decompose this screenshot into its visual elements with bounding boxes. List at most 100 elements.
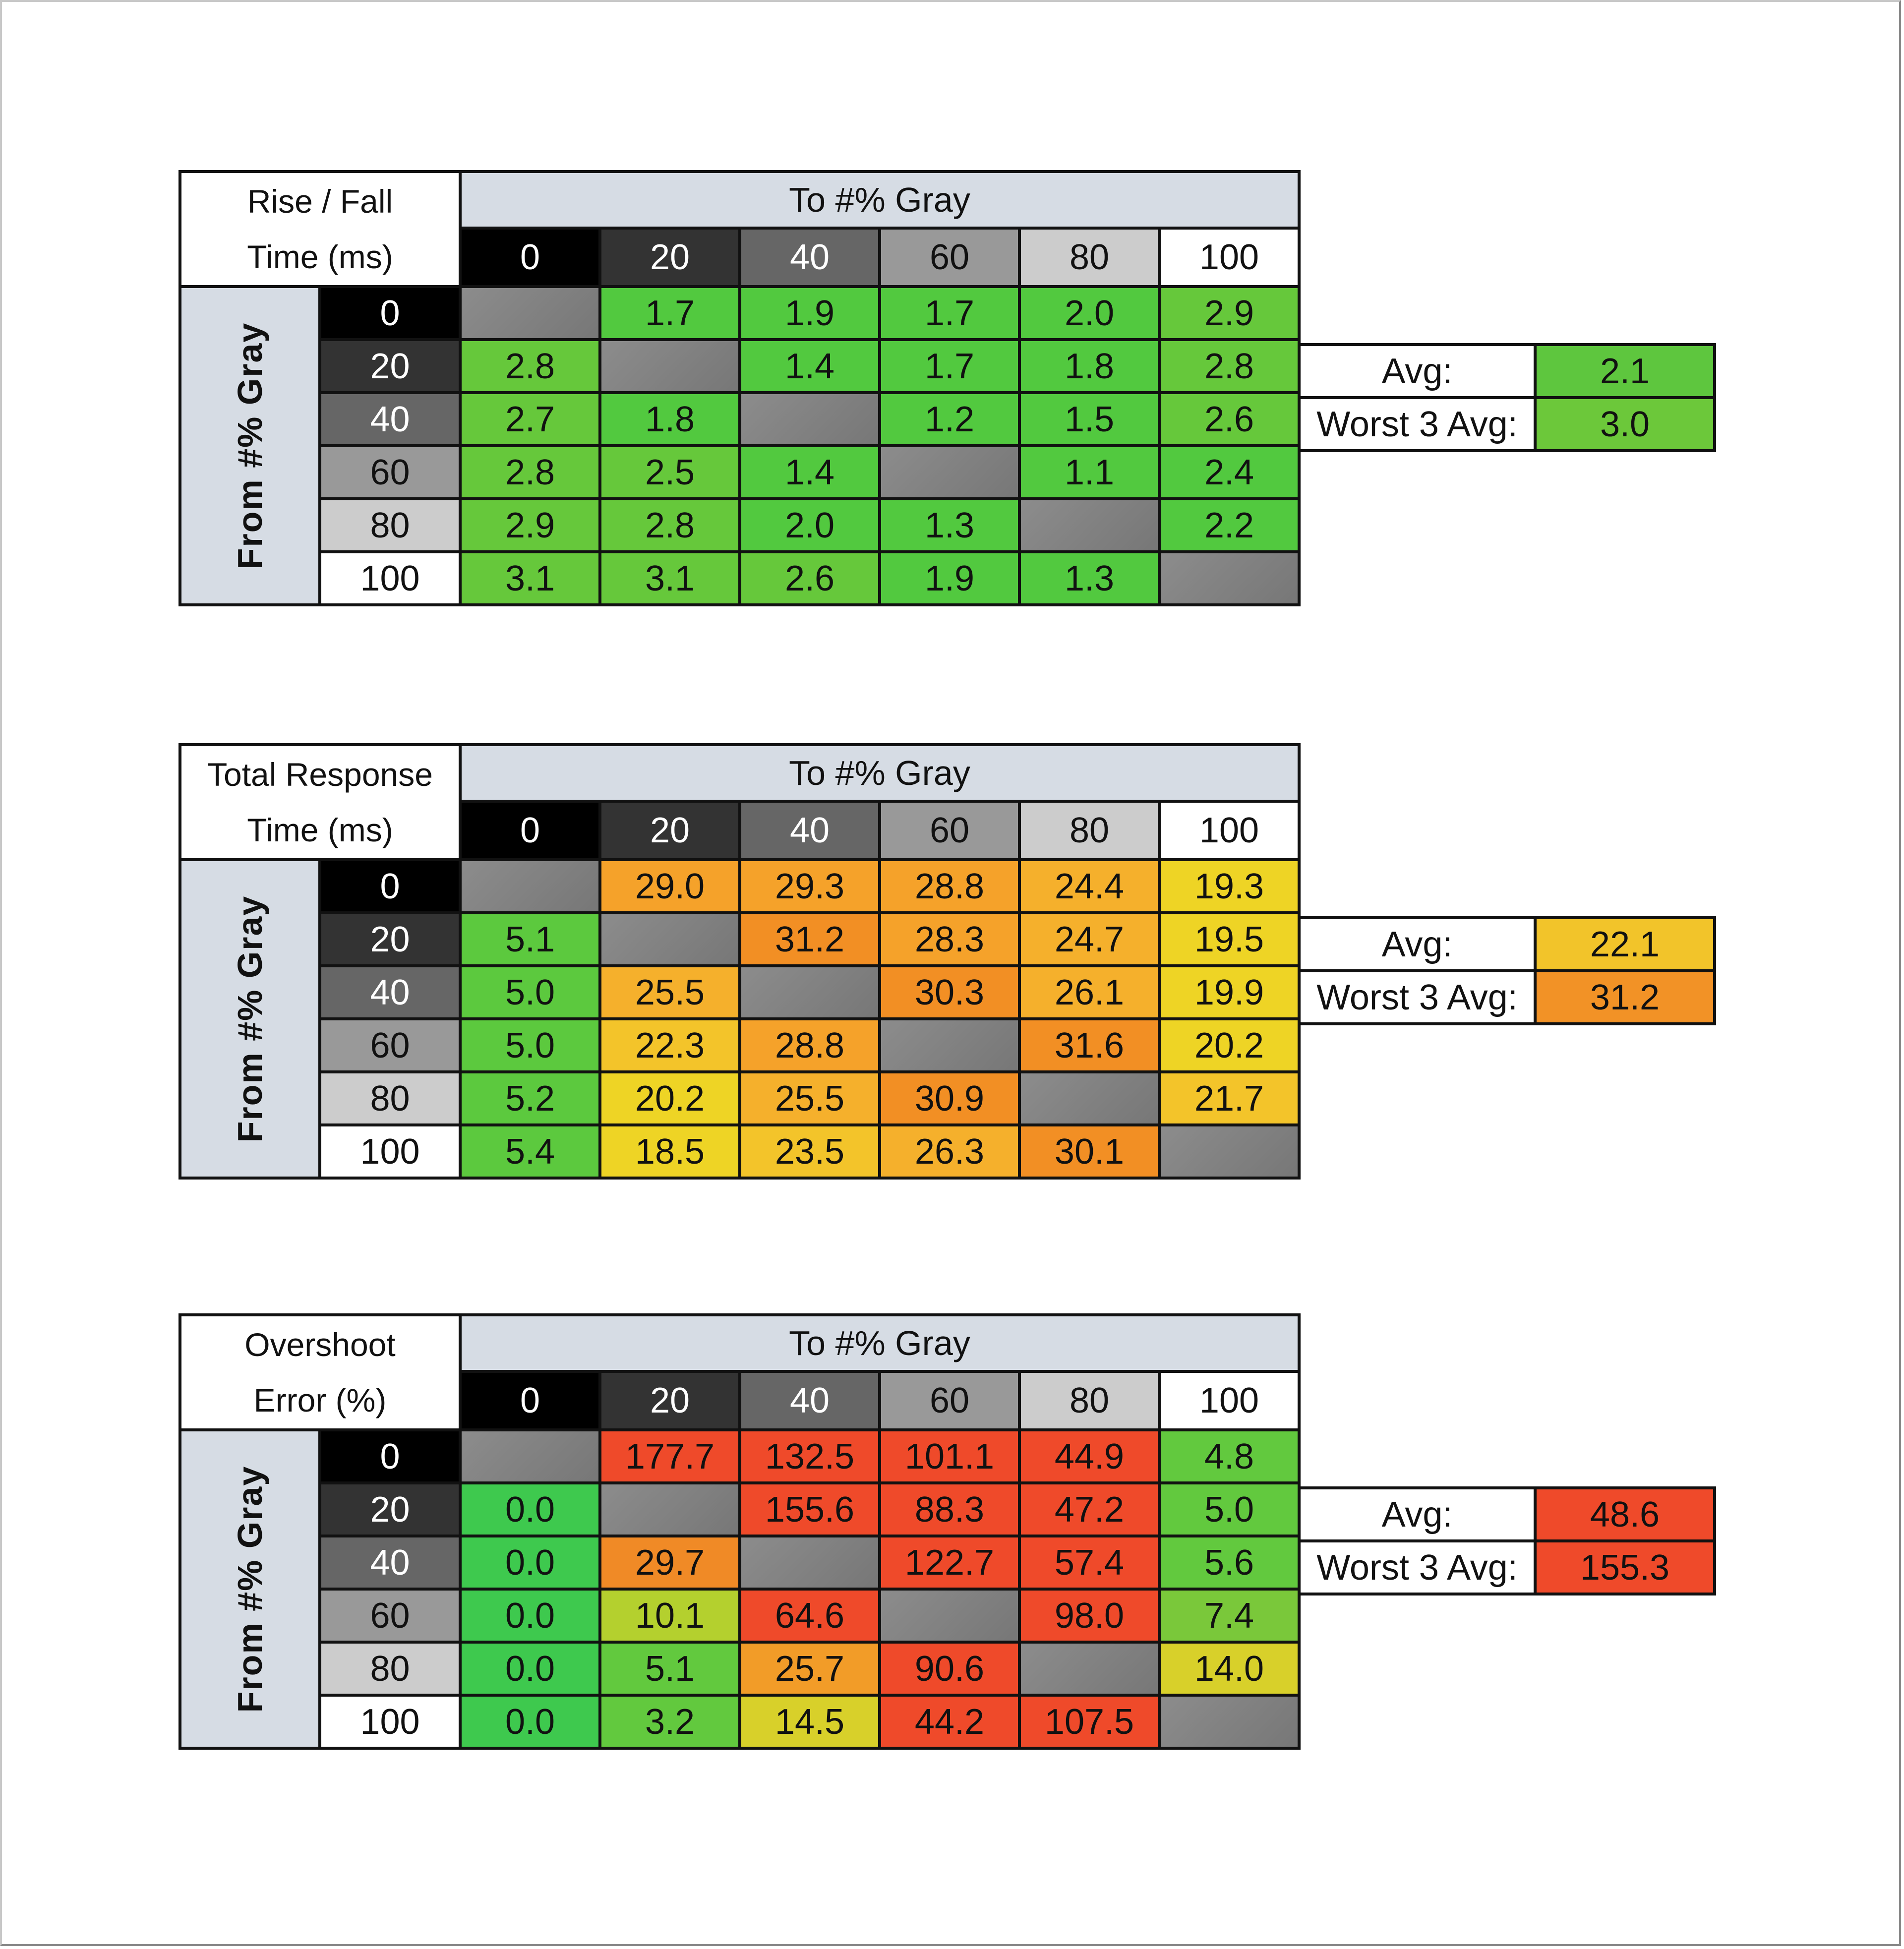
row-axis-label: From #% Gray bbox=[178, 1428, 321, 1750]
row-header: 60 bbox=[318, 1017, 462, 1073]
table-title: Overshoot Error (%) bbox=[178, 1313, 462, 1431]
table-title-line-2: Time (ms) bbox=[247, 238, 393, 275]
row-axis-label: From #% Gray bbox=[178, 285, 321, 606]
heatmap-cell: 47.2 bbox=[1018, 1481, 1161, 1537]
heatmap-cell: 3.1 bbox=[598, 550, 741, 606]
table-title-line-2: Error (%) bbox=[253, 1382, 387, 1418]
heatmap-cell-empty bbox=[1158, 1694, 1301, 1750]
heatmap-cell: 29.7 bbox=[598, 1535, 741, 1591]
heatmap-cell: 1.2 bbox=[878, 391, 1021, 447]
worst-3-avg-value: 31.2 bbox=[1534, 969, 1716, 1025]
heatmap-cell-empty bbox=[459, 1428, 601, 1484]
heatmap-cell: 5.4 bbox=[459, 1123, 601, 1180]
heatmap-cell: 1.7 bbox=[878, 338, 1021, 394]
heatmap-cell-empty bbox=[459, 285, 601, 341]
heatmap-cell: 132.5 bbox=[738, 1428, 881, 1484]
heatmap-cell: 5.0 bbox=[459, 964, 601, 1020]
heatmap-cell-empty bbox=[878, 444, 1021, 500]
row-header: 20 bbox=[318, 1481, 462, 1537]
column-header: 100 bbox=[1158, 800, 1301, 861]
column-header: 60 bbox=[878, 800, 1021, 861]
heatmap-cell: 31.2 bbox=[738, 911, 881, 967]
row-header: 100 bbox=[318, 1123, 462, 1180]
column-header: 40 bbox=[738, 800, 881, 861]
avg-label: Avg: bbox=[1298, 1486, 1537, 1542]
column-header: 100 bbox=[1158, 227, 1301, 288]
column-header: 60 bbox=[878, 227, 1021, 288]
heatmap-cell: 30.1 bbox=[1018, 1123, 1161, 1180]
heatmap-cell: 1.5 bbox=[1018, 391, 1161, 447]
heatmap-cell: 0.0 bbox=[459, 1535, 601, 1591]
heatmap-cell: 3.2 bbox=[598, 1694, 741, 1750]
worst-3-avg-value: 3.0 bbox=[1534, 396, 1716, 452]
heatmap-cell-empty bbox=[459, 858, 601, 914]
heatmap-cell: 1.1 bbox=[1018, 444, 1161, 500]
heatmap-cell-empty bbox=[598, 338, 741, 394]
heatmap-cell: 5.0 bbox=[1158, 1481, 1301, 1537]
heatmap-cell: 21.7 bbox=[1158, 1070, 1301, 1126]
heatmap-cell: 90.6 bbox=[878, 1641, 1021, 1697]
heatmap-cell: 30.3 bbox=[878, 964, 1021, 1020]
row-header: 20 bbox=[318, 338, 462, 394]
worst-3-avg-label: Worst 3 Avg: bbox=[1298, 396, 1537, 452]
heatmap-cell-empty bbox=[1018, 1070, 1161, 1126]
heatmap-cell-empty bbox=[738, 964, 881, 1020]
heatmap-cell: 5.1 bbox=[598, 1641, 741, 1697]
heatmap-cell: 14.0 bbox=[1158, 1641, 1301, 1697]
heatmap-cell: 101.1 bbox=[878, 1428, 1021, 1484]
heatmap-cell: 28.8 bbox=[878, 858, 1021, 914]
row-header: 40 bbox=[318, 391, 462, 447]
heatmap-cell: 1.8 bbox=[598, 391, 741, 447]
heatmap-cell: 29.0 bbox=[598, 858, 741, 914]
heatmap-cell: 18.5 bbox=[598, 1123, 741, 1180]
row-axis-label-text: From #% Gray bbox=[231, 1465, 269, 1713]
row-header: 100 bbox=[318, 1694, 462, 1750]
heatmap-cell: 1.7 bbox=[878, 285, 1021, 341]
heatmap-cell: 0.0 bbox=[459, 1694, 601, 1750]
heatmap-cell: 7.4 bbox=[1158, 1588, 1301, 1644]
heatmap-cell-empty bbox=[738, 391, 881, 447]
heatmap-cell: 25.5 bbox=[738, 1070, 881, 1126]
heatmap-cell: 19.3 bbox=[1158, 858, 1301, 914]
heatmap-cell: 57.4 bbox=[1018, 1535, 1161, 1591]
heatmap-cell: 44.2 bbox=[878, 1694, 1021, 1750]
heatmap-cell: 28.3 bbox=[878, 911, 1021, 967]
column-header: 0 bbox=[459, 227, 601, 288]
table-title: Rise / Fall Time (ms) bbox=[178, 170, 462, 288]
heatmap-cell: 1.4 bbox=[738, 338, 881, 394]
heatmap-cell: 155.6 bbox=[738, 1481, 881, 1537]
row-axis-label-text: From #% Gray bbox=[231, 895, 269, 1143]
column-header: 60 bbox=[878, 1370, 1021, 1431]
column-header: 20 bbox=[598, 800, 741, 861]
column-header: 0 bbox=[459, 1370, 601, 1431]
row-header: 80 bbox=[318, 1641, 462, 1697]
heatmap-cell: 22.3 bbox=[598, 1017, 741, 1073]
heatmap-cell: 31.6 bbox=[1018, 1017, 1161, 1073]
heatmap-cell: 4.8 bbox=[1158, 1428, 1301, 1484]
heatmap-cell: 44.9 bbox=[1018, 1428, 1161, 1484]
heatmap-cell: 2.0 bbox=[738, 497, 881, 553]
heatmap-cell: 2.8 bbox=[459, 444, 601, 500]
row-header: 80 bbox=[318, 497, 462, 553]
table-title-line-2: Time (ms) bbox=[247, 812, 393, 848]
heatmap-cell-empty bbox=[1018, 1641, 1161, 1697]
heatmap-cell: 25.5 bbox=[598, 964, 741, 1020]
heatmap-cell: 2.8 bbox=[1158, 338, 1301, 394]
heatmap-cell: 0.0 bbox=[459, 1481, 601, 1537]
heatmap-cell: 2.9 bbox=[459, 497, 601, 553]
heatmap-cell: 24.4 bbox=[1018, 858, 1161, 914]
heatmap-table-3: Overshoot Error (%) To #% Gray 0 20 40 60 80 100… bbox=[178, 1313, 1301, 1750]
worst-3-avg-label: Worst 3 Avg: bbox=[1298, 969, 1537, 1025]
column-header: 80 bbox=[1018, 227, 1161, 288]
heatmap-cell: 5.2 bbox=[459, 1070, 601, 1126]
heatmap-cell: 1.7 bbox=[598, 285, 741, 341]
heatmap-cell: 177.7 bbox=[598, 1428, 741, 1484]
heatmap-cell: 98.0 bbox=[1018, 1588, 1161, 1644]
heatmap-cell: 2.8 bbox=[459, 338, 601, 394]
avg-value: 2.1 bbox=[1534, 343, 1716, 399]
heatmap-cell: 64.6 bbox=[738, 1588, 881, 1644]
table-title-line-1: Rise / Fall bbox=[247, 183, 393, 220]
heatmap-cell: 2.8 bbox=[598, 497, 741, 553]
row-header: 60 bbox=[318, 444, 462, 500]
